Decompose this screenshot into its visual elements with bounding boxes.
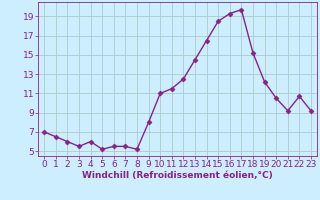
X-axis label: Windchill (Refroidissement éolien,°C): Windchill (Refroidissement éolien,°C) xyxy=(82,171,273,180)
